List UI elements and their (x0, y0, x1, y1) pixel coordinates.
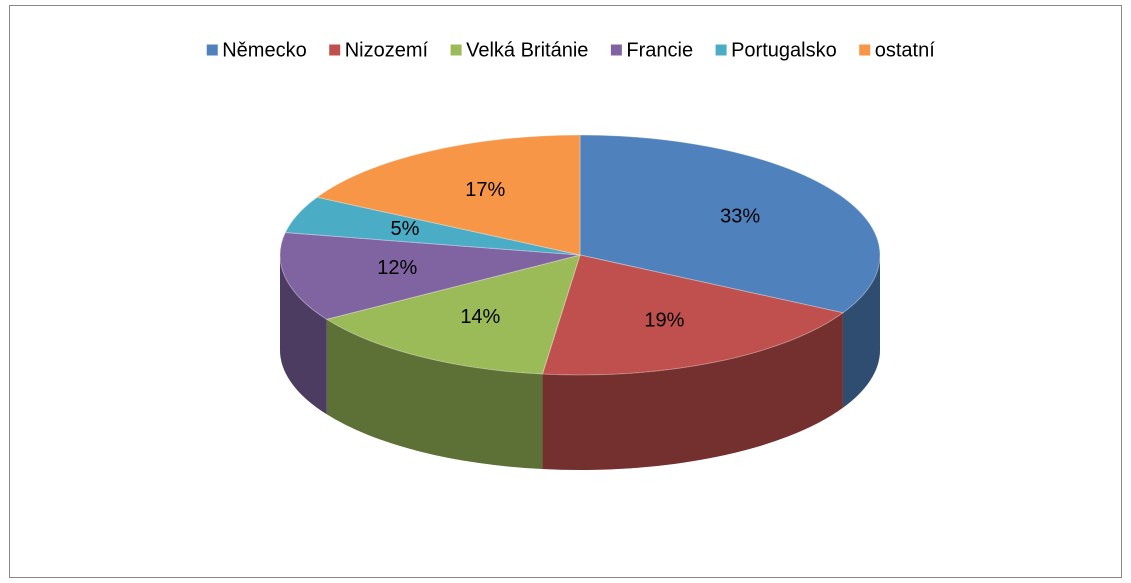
pie-slice (579, 134, 881, 314)
data-label: 12% (377, 257, 417, 279)
data-label: 19% (644, 310, 684, 332)
legend: Německo Nizozemí Velká Británie Francie Port… (205, 39, 935, 61)
pie-side-shade (542, 312, 843, 470)
legend-swatch (609, 43, 623, 57)
legend-swatch (858, 43, 872, 57)
pie-slice (284, 196, 581, 256)
pie-slice (541, 254, 845, 376)
pie-side-shade (326, 319, 543, 470)
legend-swatch (449, 43, 463, 57)
data-label: 33% (720, 205, 760, 227)
legend-label: Německo (222, 39, 306, 61)
legend-swatch (714, 43, 728, 57)
legend-swatch (205, 43, 219, 57)
legend-swatch (328, 43, 342, 57)
legend-label: Portugalsko (731, 39, 837, 61)
data-label: 14% (460, 306, 500, 328)
data-label: 17% (465, 179, 505, 201)
pie-side (542, 312, 843, 470)
pie-slice (279, 231, 581, 320)
legend-label: ostatní (875, 39, 935, 61)
data-label: 5% (391, 218, 420, 240)
pie-slice (315, 134, 581, 256)
pie-slice (325, 254, 581, 375)
legend-label: Francie (626, 39, 693, 61)
legend-label: Nizozemí (345, 39, 429, 61)
pie-side-shade (280, 255, 327, 415)
pie-side (326, 319, 543, 470)
pie-side (842, 255, 880, 408)
legend-label: Velká Británie (466, 39, 588, 61)
pie-side (280, 255, 327, 415)
pie-side-shade (842, 255, 880, 408)
